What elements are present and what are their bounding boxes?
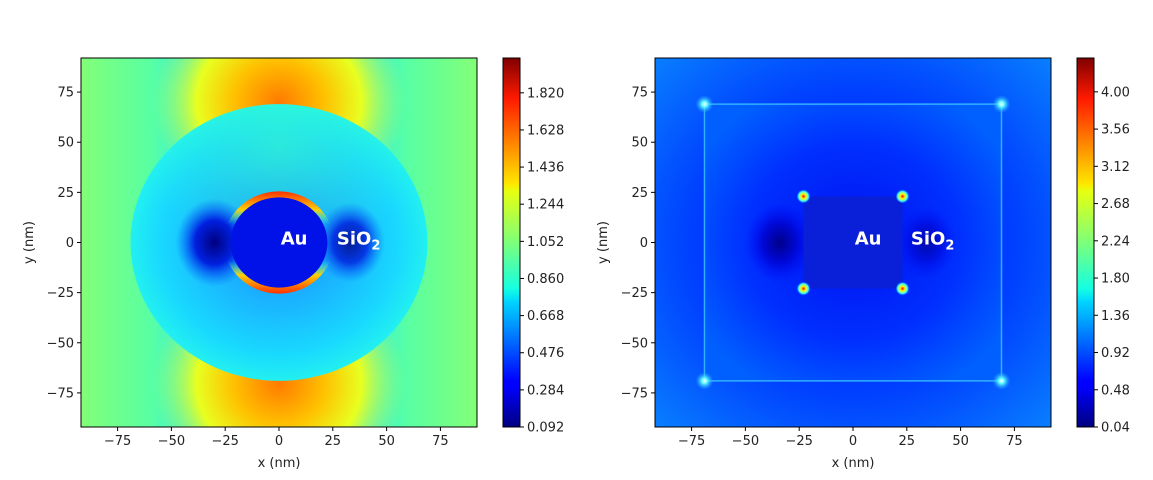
y-tick-label: −50 bbox=[621, 336, 648, 351]
x-tick-label: −25 bbox=[785, 434, 812, 449]
x-tick-label: −25 bbox=[211, 434, 238, 449]
colorbar-tick-label: 4.00 bbox=[1101, 85, 1130, 100]
colorbar-tick-label: 2.68 bbox=[1101, 197, 1130, 212]
x-axis-label: x (nm) bbox=[258, 456, 301, 471]
shell-corner-glow-1 bbox=[992, 95, 1011, 114]
colorbar-tick-label: 0.476 bbox=[527, 346, 564, 361]
colorbar-tick-label: 0.860 bbox=[527, 272, 564, 287]
x-axis-label: x (nm) bbox=[832, 456, 875, 471]
y-tick-label: 25 bbox=[57, 186, 74, 201]
dark-spot-right bbox=[315, 202, 385, 283]
y-tick-label: 75 bbox=[57, 86, 74, 101]
y-axis-label: y (nm) bbox=[22, 221, 37, 264]
core-corner-hotspot-2 bbox=[796, 281, 811, 296]
x-tick-label: −50 bbox=[732, 434, 759, 449]
panel-cube: Au SiO2 −75 −50 −25 0 25 50 75 75 50 25 0 −25 −50 −75 x … bbox=[596, 57, 1130, 471]
dark-spot-left bbox=[745, 202, 815, 283]
colorbar-tick-label: 1.436 bbox=[527, 161, 564, 176]
y-tick-label: 50 bbox=[631, 136, 648, 151]
core-region bbox=[803, 196, 903, 289]
y-tick-label: 25 bbox=[631, 186, 648, 201]
colorbar bbox=[1076, 57, 1095, 428]
colorbar-tick-label: 1.820 bbox=[527, 86, 564, 101]
dark-spot-right bbox=[896, 206, 957, 279]
colorbar-tick-label: 1.244 bbox=[527, 198, 564, 213]
y-tick-label: −75 bbox=[47, 386, 74, 401]
y-tick-label: −75 bbox=[621, 386, 648, 401]
annotation-au: Au bbox=[855, 228, 882, 249]
y-tick-label: −50 bbox=[47, 336, 74, 351]
field-map bbox=[81, 58, 477, 427]
annotation-sio: SiO2 bbox=[911, 228, 954, 253]
x-tick-label: 75 bbox=[1006, 434, 1023, 449]
y-tick-label: −25 bbox=[621, 286, 648, 301]
colorbar-tick-label: 1.36 bbox=[1101, 309, 1130, 324]
shell-corner-glow-3 bbox=[992, 371, 1011, 390]
colorbar-tick-label: 0.04 bbox=[1101, 421, 1130, 436]
colorbar-tick-label: 2.24 bbox=[1101, 234, 1130, 249]
y-tick-label: 75 bbox=[631, 86, 648, 101]
colorbar-tick-label: 0.48 bbox=[1101, 383, 1130, 398]
x-tick-label: 25 bbox=[325, 434, 342, 449]
x-tick-label: 25 bbox=[899, 434, 916, 449]
core-corner-hotspot-1 bbox=[895, 189, 910, 204]
colorbar-tick-label: 1.628 bbox=[527, 123, 564, 138]
colorbar-tick-label: 1.052 bbox=[527, 235, 564, 250]
annotation-au: Au bbox=[281, 228, 308, 249]
core-region bbox=[230, 197, 328, 288]
shell-corner-glow-2 bbox=[695, 371, 714, 390]
colorbar-tick-label: 1.80 bbox=[1101, 272, 1130, 287]
x-tick-label: 0 bbox=[849, 434, 857, 449]
x-tick-label: −75 bbox=[678, 434, 705, 449]
y-tick-label: −25 bbox=[47, 286, 74, 301]
colorbar-tick-label: 3.12 bbox=[1101, 160, 1130, 175]
shell-corner-glow-0 bbox=[695, 95, 714, 114]
annotation-sio: SiO2 bbox=[337, 228, 380, 253]
x-tick-label: 50 bbox=[952, 434, 969, 449]
x-tick-label: 0 bbox=[275, 434, 283, 449]
panel-sphere: Au SiO2 −75 −50 −25 0 25 50 75 75 50 25 0 −25 −50 −75 x … bbox=[22, 57, 564, 471]
y-tick-label: 0 bbox=[66, 236, 74, 251]
x-tick-label: 50 bbox=[378, 434, 395, 449]
core-corner-hotspot-3 bbox=[895, 281, 910, 296]
y-tick-label: 50 bbox=[57, 136, 74, 151]
colorbar-tick-label: 0.092 bbox=[527, 421, 564, 436]
y-axis-label: y (nm) bbox=[596, 221, 611, 264]
y-tick-label: 0 bbox=[640, 236, 648, 251]
field-map bbox=[655, 58, 1051, 427]
colorbar-tick-label: 3.56 bbox=[1101, 123, 1130, 138]
x-tick-label: 75 bbox=[432, 434, 449, 449]
x-tick-label: −50 bbox=[158, 434, 185, 449]
colorbar bbox=[502, 57, 521, 428]
x-tick-label: −75 bbox=[104, 434, 131, 449]
colorbar-tick-label: 0.284 bbox=[527, 383, 564, 398]
core-corner-hotspot-0 bbox=[796, 189, 811, 204]
colorbar-tick-label: 0.668 bbox=[527, 309, 564, 324]
colorbar-tick-label: 0.92 bbox=[1101, 346, 1130, 361]
